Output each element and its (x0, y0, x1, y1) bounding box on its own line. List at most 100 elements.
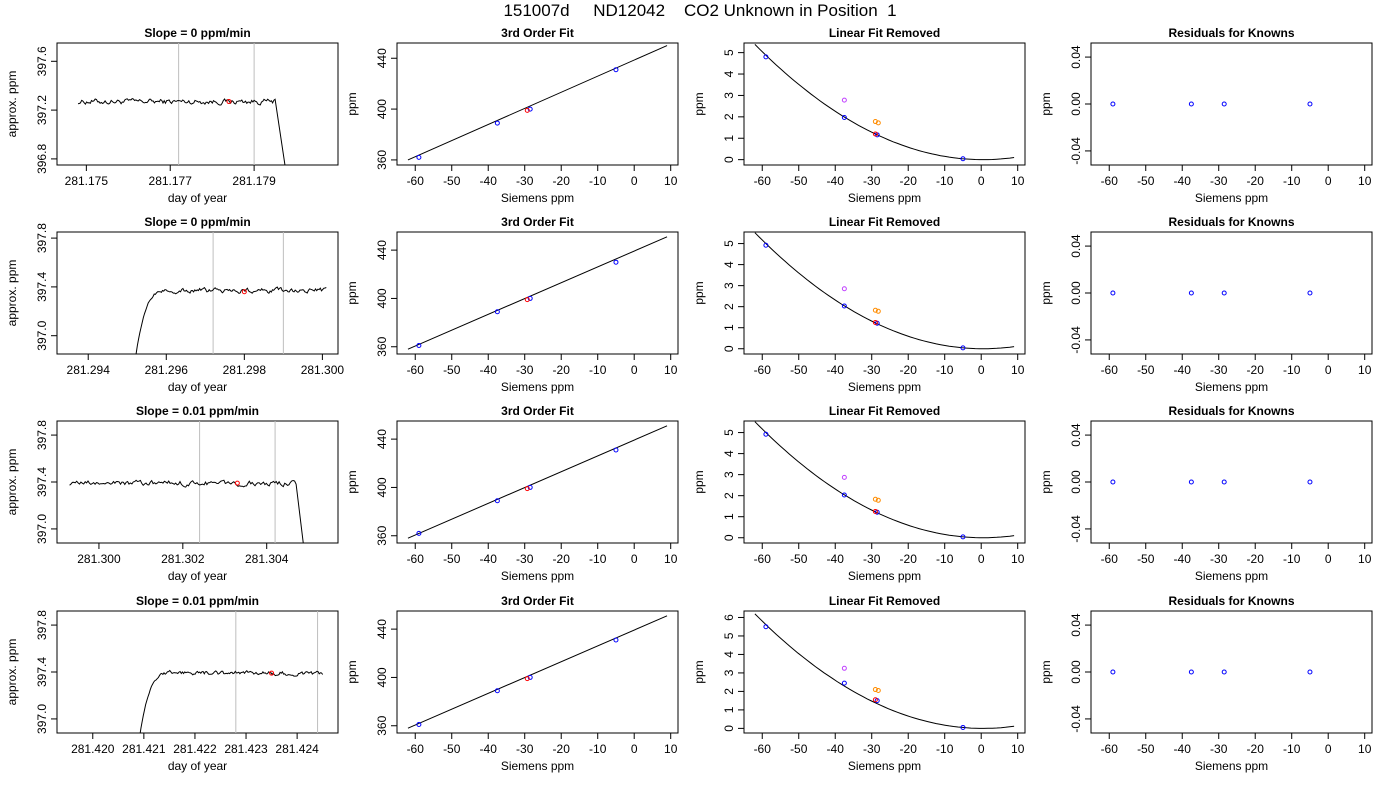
x-tick-label: -30 (516, 363, 534, 377)
panel-title: 3rd Order Fit (501, 215, 574, 229)
y-tick-label: -0.04 (1069, 326, 1083, 354)
sample-point (872, 319, 878, 325)
known-point (416, 154, 422, 160)
plot-frame (56, 231, 339, 355)
panel-timeseries-row2: Slope = 0 ppm/min 281.294 281.296 281.298 28… (5, 215, 344, 394)
known-point (1221, 479, 1227, 485)
y-tick-label: 0 (722, 156, 736, 163)
y-tick-label: 440 (375, 619, 389, 639)
ppm-trace-line (139, 669, 324, 733)
x-tick-label: -50 (1137, 552, 1155, 566)
fit-curve-line (754, 613, 1015, 729)
x-axis-label: Siemens ppm (1195, 569, 1268, 583)
x-tick-label: -40 (1174, 742, 1192, 756)
known-point (763, 242, 769, 248)
ref_a-point (841, 474, 847, 480)
x-tick-label: 281.420 (71, 742, 115, 756)
x-tick-label: -60 (754, 552, 772, 566)
known-point (613, 67, 619, 73)
panel-linear-removed-row1: Linear Fit Removed -60 -50 -40 -30 -20 -10 0 10 0… (692, 26, 1026, 205)
y-tick-label: 4 (722, 261, 736, 268)
sample-mean-point (269, 670, 275, 676)
x-tick-label: -20 (900, 552, 918, 566)
y-tick-label: 397.4 (35, 657, 49, 687)
x-tick-label: -20 (900, 174, 918, 188)
x-tick-label: -40 (827, 552, 845, 566)
x-tick-label: -60 (754, 174, 772, 188)
x-tick-label: 0 (631, 552, 638, 566)
panel-title: Residuals for Knowns (1168, 215, 1294, 229)
y-tick-label: 0.00 (1069, 92, 1083, 116)
fit-curve-line (754, 421, 1015, 539)
y-tick-label: 2 (722, 492, 736, 499)
panel-timeseries-row1: Slope = 0 ppm/min 281.175 281.177 281.179 39… (5, 26, 339, 205)
known-point (763, 624, 769, 630)
panel-title: Slope = 0 ppm/min (144, 215, 250, 229)
known-point (1307, 290, 1313, 296)
panel-residuals-row2: Residuals for Knowns -60 -50 -40 -30 -20 -10 0 1… (1039, 215, 1373, 394)
x-tick-label: -10 (936, 363, 954, 377)
x-tick-label: -50 (1137, 363, 1155, 377)
y-tick-label: 5 (722, 240, 736, 247)
y-axis-label: ppm (1039, 281, 1053, 304)
known-point (613, 259, 619, 265)
x-tick-label: 281.422 (173, 742, 217, 756)
y-tick-label: 4 (722, 70, 736, 77)
plot-frame (743, 42, 1026, 166)
x-tick-label: 281.300 (301, 363, 345, 377)
panel-fit-row1: 3rd Order Fit -60 -50 -40 -30 -20 -10 0 10 360 400… (345, 26, 679, 205)
panel-title: Residuals for Knowns (1168, 26, 1294, 40)
x-tick-label: -60 (1101, 742, 1119, 756)
y-tick-label: 400 (375, 667, 389, 687)
plot-area (1110, 669, 1313, 675)
x-tick-label: -50 (790, 742, 808, 756)
x-axis-label: Siemens ppm (501, 380, 574, 394)
x-tick-label: 281.179 (232, 174, 276, 188)
known-point (527, 295, 533, 301)
x-tick-label: -10 (589, 742, 607, 756)
x-tick-label: 0 (1325, 552, 1332, 566)
x-tick-label: -10 (1283, 363, 1301, 377)
ref_b-point (875, 120, 881, 126)
x-tick-label: -40 (1174, 363, 1192, 377)
ref_b-point (875, 308, 881, 314)
x-tick-label: -60 (407, 552, 425, 566)
x-tick-label: -30 (516, 174, 534, 188)
ref_b-point (872, 119, 878, 125)
y-tick-label: 0.04 (1069, 613, 1083, 637)
x-tick-label: -40 (1174, 174, 1192, 188)
y-tick-label: 397.0 (35, 704, 49, 734)
panel-linear-removed-row3: Linear Fit Removed -60 -50 -40 -30 -20 -10 0 10 0… (692, 404, 1026, 583)
known-point (960, 156, 966, 162)
x-tick-label: -60 (1101, 552, 1119, 566)
y-axis-label: ppm (1039, 92, 1053, 115)
x-tick-label: -40 (827, 174, 845, 188)
panel-title: 3rd Order Fit (501, 594, 574, 608)
x-tick-label: -50 (443, 363, 461, 377)
y-tick-label: 6 (722, 614, 736, 621)
y-axis-label: approx. ppm (5, 71, 19, 138)
panel-fit-row3: 3rd Order Fit -60 -50 -40 -30 -20 -10 0 10 360 400… (345, 404, 679, 583)
plot-frame (1090, 42, 1373, 166)
known-point (527, 484, 533, 490)
x-tick-label: 0 (1325, 363, 1332, 377)
ref_b-point (872, 687, 878, 693)
y-tick-label: 400 (375, 477, 389, 497)
y-tick-label: 400 (375, 99, 389, 119)
x-tick-label: -20 (553, 174, 571, 188)
x-tick-label: -50 (1137, 742, 1155, 756)
x-tick-label: 10 (664, 174, 678, 188)
panel-timeseries-row3: Slope = 0.01 ppm/min 281.300 281.302 281.30… (5, 404, 339, 583)
x-tick-label: -20 (900, 742, 918, 756)
x-tick-label: 281.298 (223, 363, 267, 377)
y-tick-label: 1 (722, 513, 736, 520)
x-tick-label: -40 (827, 363, 845, 377)
plot-frame (396, 231, 679, 355)
plot-frame (396, 420, 679, 544)
panel-timeseries-row4: Slope = 0.01 ppm/min 281.420 281.421 281.42… (5, 594, 339, 773)
y-tick-label: 397.2 (35, 95, 49, 125)
x-tick-label: 281.177 (149, 174, 193, 188)
x-tick-label: -20 (1247, 363, 1265, 377)
x-tick-label: -30 (516, 552, 534, 566)
x-tick-label: 0 (1325, 742, 1332, 756)
